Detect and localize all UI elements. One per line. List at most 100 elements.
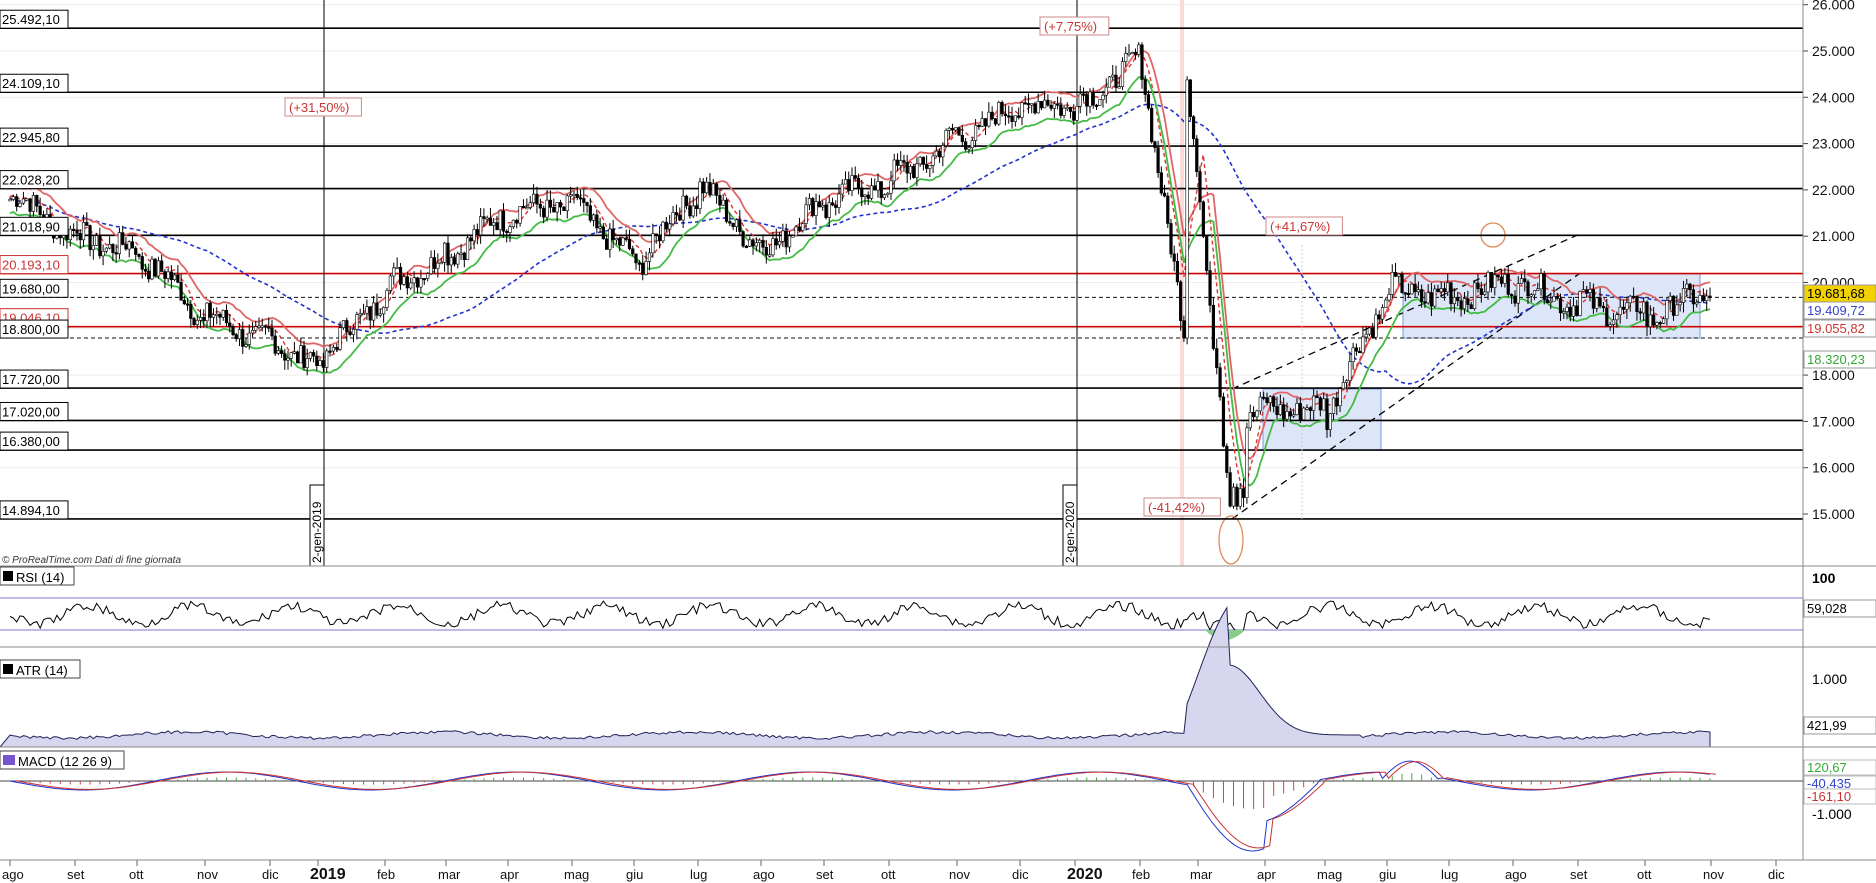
candle-body	[960, 134, 964, 143]
candle-body	[987, 111, 991, 127]
candle-body	[218, 313, 222, 318]
candle-body	[169, 271, 173, 281]
candle-body	[1436, 288, 1440, 293]
candle-body	[1068, 107, 1073, 112]
candle-body	[751, 239, 755, 247]
candle-body	[163, 271, 167, 279]
price-grid	[0, 4, 1803, 515]
candle-body	[260, 325, 264, 328]
candle-body	[882, 194, 887, 199]
candle-body	[1371, 327, 1375, 338]
candle-body	[482, 216, 486, 219]
level-label: 20.193,10	[0, 255, 69, 275]
price-badge-text: 18.320,23	[1807, 352, 1865, 367]
candle-body	[983, 118, 988, 127]
candle-body	[944, 130, 948, 146]
time-label: apr	[500, 867, 519, 882]
candle-body	[1678, 302, 1682, 306]
candle-body	[182, 299, 186, 305]
candle-body	[456, 253, 460, 265]
candle-body	[1601, 305, 1606, 309]
candle-body	[614, 237, 619, 241]
watermark: © ProRealTime.com Dati di fine giornata	[2, 555, 181, 566]
candle-body	[361, 312, 366, 316]
candle-body	[224, 309, 229, 324]
candle-body	[1335, 397, 1339, 407]
candle-body	[1628, 295, 1632, 304]
candle-body	[695, 205, 699, 209]
candle-body	[11, 196, 15, 200]
candle-body	[774, 238, 778, 246]
candle-body	[436, 262, 440, 269]
candle-body	[1169, 223, 1173, 255]
candle-body	[977, 124, 981, 128]
candle-body	[1248, 412, 1252, 429]
candle-body	[668, 223, 672, 230]
candle-body	[830, 202, 835, 206]
candle-body	[1322, 398, 1326, 411]
candle-body	[1344, 380, 1349, 383]
candle-body	[302, 345, 306, 368]
candle-body	[292, 351, 297, 354]
candle-body	[462, 252, 466, 260]
candle-body	[469, 237, 473, 242]
level-label: 16.380,00	[0, 431, 69, 451]
candle-body	[937, 150, 942, 158]
candle-body	[111, 244, 115, 253]
candle-body	[1292, 414, 1296, 417]
candle-body	[439, 262, 443, 265]
candle-body	[1140, 44, 1144, 80]
candle-body	[1153, 141, 1157, 148]
trend-channel-line	[1231, 272, 1581, 520]
candle-body	[684, 195, 689, 206]
candle-body	[1062, 107, 1066, 116]
candle-body	[1218, 367, 1222, 398]
candle-body	[208, 302, 212, 318]
candle-body	[1483, 291, 1487, 295]
candle-body	[173, 274, 177, 281]
pct-annotation: (+7,75%)	[1039, 16, 1110, 36]
candle-body	[761, 239, 765, 248]
time-label: ago	[2, 867, 24, 882]
time-label: giu	[626, 867, 643, 882]
candle-body	[565, 195, 569, 211]
candle-body	[840, 183, 844, 195]
candle-body	[1295, 403, 1299, 415]
candle-body	[588, 205, 592, 221]
candle-body	[1665, 300, 1669, 320]
candle-body	[691, 205, 695, 217]
candle-body	[1049, 104, 1053, 109]
macd-value: -161,10	[1807, 789, 1851, 804]
candle-body	[443, 242, 447, 263]
candle-body	[121, 232, 125, 245]
candle-body	[1078, 93, 1082, 107]
level-label-box	[0, 369, 69, 389]
candle-body	[1159, 172, 1163, 194]
candle-body	[1585, 289, 1589, 293]
candle-body	[1172, 253, 1176, 262]
level-label: 17.720,00	[0, 369, 69, 389]
candle-body	[1420, 289, 1424, 303]
time-label: lug	[1441, 867, 1458, 882]
pct-annotation-text: (+41,67%)	[1270, 219, 1330, 234]
pct-annotation: (+31,50%)	[284, 97, 362, 117]
candle-body	[1094, 104, 1099, 107]
price-tick-label: 21.000	[1812, 228, 1855, 244]
candle-body	[505, 230, 509, 234]
time-label: 2019	[310, 866, 346, 883]
candle-body	[791, 235, 795, 238]
candle-body	[321, 360, 325, 368]
level-label: 21.018,90	[0, 216, 69, 236]
candle-body	[647, 252, 652, 262]
candle-body	[1449, 282, 1453, 305]
candle-body	[21, 198, 26, 204]
candle-body	[801, 223, 805, 231]
candle-body	[328, 350, 332, 353]
candle-body	[1288, 411, 1292, 417]
time-label: dic	[1768, 867, 1785, 882]
candle-body	[1578, 291, 1582, 316]
candle-body	[1442, 288, 1447, 293]
candle-body	[1127, 52, 1131, 55]
candle-body	[895, 159, 900, 166]
candlestick-series	[8, 42, 1712, 511]
